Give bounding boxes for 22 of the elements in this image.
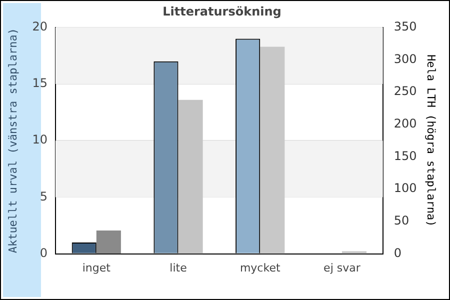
y-tick-label: 15 xyxy=(32,76,48,90)
y2-tick-label: 0 xyxy=(394,246,402,260)
y2-tick-label: 250 xyxy=(394,84,417,98)
y2-tick-label: 100 xyxy=(394,181,417,196)
y-tick-label: 20 xyxy=(32,20,48,34)
y-tick-label: 5 xyxy=(40,189,48,204)
y2-tick-label: 300 xyxy=(394,52,417,66)
y2-tick-label: 350 xyxy=(394,20,417,34)
y-axis-title: Aktuellt urval (vänstra staplarna) xyxy=(6,28,20,254)
chart-title: Litteratursökning xyxy=(162,4,282,18)
y2-tick-label: 50 xyxy=(394,214,410,228)
y-tick-label: 10 xyxy=(32,132,48,147)
y2-tick-label: 200 xyxy=(394,116,417,131)
x-tick-label: mycket xyxy=(240,261,281,274)
y2-axis-title: Hela LTH (högra staplarna) xyxy=(424,54,438,227)
x-tick-label: inget xyxy=(82,261,112,274)
y-tick-label: 0 xyxy=(40,246,48,260)
x-tick-label: ej svar xyxy=(324,261,361,274)
bar xyxy=(342,251,367,254)
x-tick-label: lite xyxy=(170,261,188,274)
bar xyxy=(96,230,121,254)
y2-tick-label: 150 xyxy=(394,148,417,163)
